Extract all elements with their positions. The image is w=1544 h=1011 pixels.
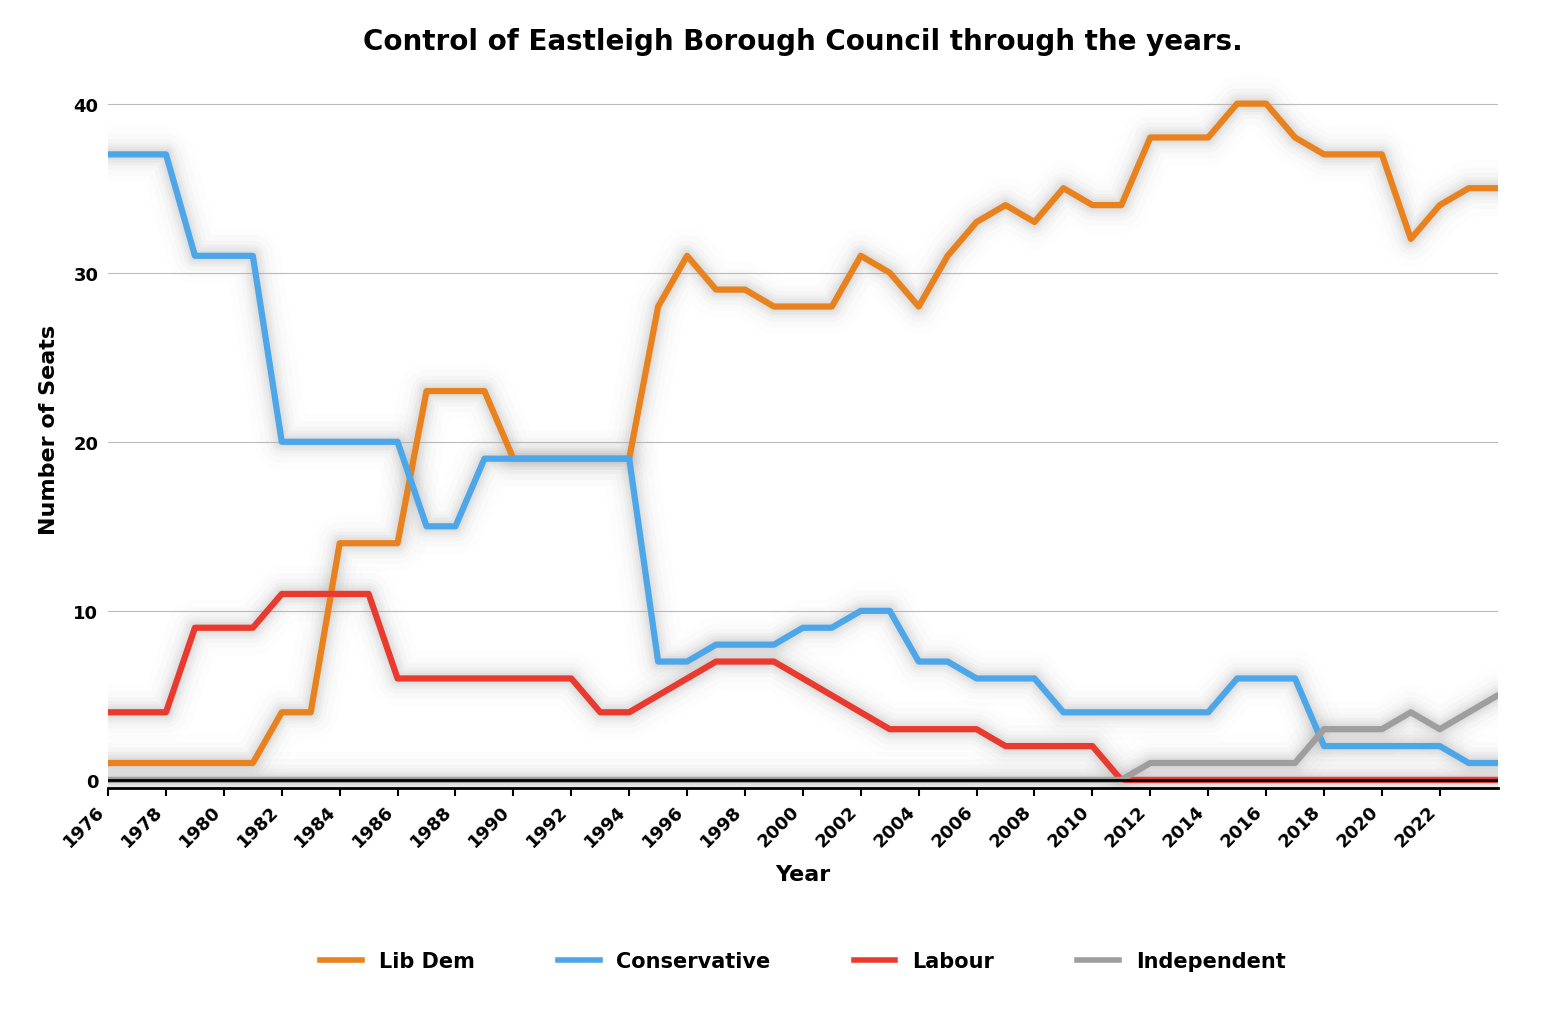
Legend: Lib Dem, Conservative, Labour, Independent: Lib Dem, Conservative, Labour, Independe… [312,942,1294,980]
Title: Control of Eastleigh Borough Council through the years.: Control of Eastleigh Borough Council thr… [363,28,1243,56]
Y-axis label: Number of Seats: Number of Seats [40,325,60,535]
X-axis label: Year: Year [775,863,831,884]
